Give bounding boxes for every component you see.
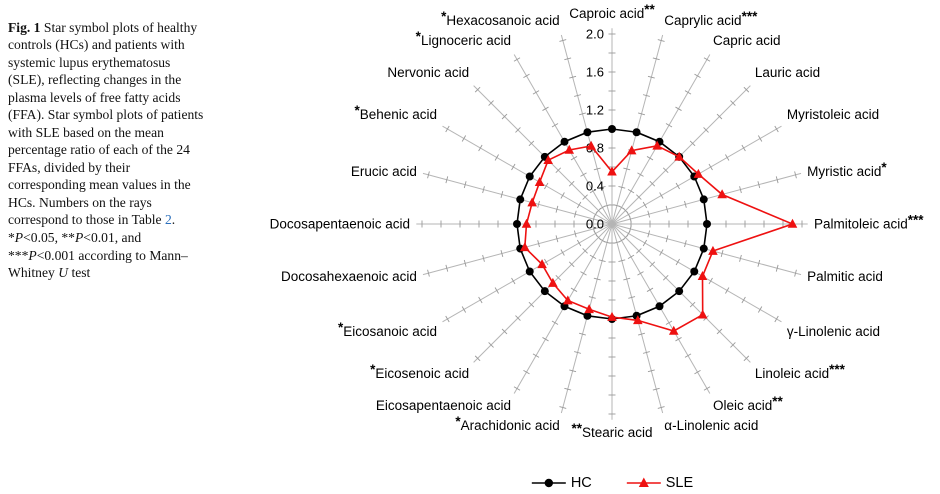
hc-point-marker: [632, 128, 641, 137]
hc-point-marker: [516, 195, 525, 204]
radial-tick-label: 2.0: [586, 27, 604, 42]
axis-label-eicosanoic-acid: *Eicosanoic acid: [338, 320, 437, 339]
axis-label-erucic-acid: Erucic acid: [351, 164, 417, 179]
radial-tick-label: 1.2: [586, 103, 604, 118]
sle-point-marker: [787, 218, 798, 228]
axis-label-nervonic-acid: Nervonic acid: [387, 65, 469, 80]
legend-item-hc: HC: [531, 475, 592, 491]
hc-point-marker: [655, 302, 664, 311]
legend-item-sle: SLE: [626, 475, 693, 491]
sle-point-marker: [697, 309, 708, 319]
sle-line-triangle-marker-icon: [626, 477, 661, 487]
axis-label-hexacosanoic-acid: *Hexacosanoic acid: [441, 9, 560, 28]
hc-point-marker: [703, 220, 711, 228]
axis-label-arachidonic-acid: *Arachidonic acid: [455, 414, 559, 433]
axis-label--linolenic-acid: α-Linolenic acid: [664, 418, 758, 433]
sle-point-marker: [607, 166, 617, 176]
axis-label-myristic-acid: Myristic acid*: [807, 160, 887, 179]
sle-point-marker: [537, 259, 547, 269]
hc-point-marker: [513, 220, 521, 228]
sle-point-marker: [520, 242, 530, 252]
hc-point-marker: [699, 195, 708, 204]
axis-label-caprylic-acid: Caprylic acid***: [664, 9, 758, 28]
axis-labels: Caproic acid** Caprylic acid*** Capric aci…: [270, 2, 925, 440]
sle-point-marker: [697, 271, 708, 281]
radial-tick-labels: 0.00.40.81.21.62.0: [586, 27, 604, 232]
axis-label-caproic-acid: Caproic acid**: [569, 2, 655, 21]
sle-point-marker: [717, 189, 727, 199]
axis-label-linoleic-acid: Linoleic acid***: [755, 362, 846, 381]
radial-tick-label: 0.4: [586, 179, 604, 194]
radial-tick-label: 1.6: [586, 65, 604, 80]
caption-run: <0.01, and ***: [8, 229, 142, 263]
axis-label-oleic-acid: Oleic acid**: [713, 394, 784, 413]
axis-label-docosahexaenoic-acid: Docosahexaenoic acid: [281, 269, 417, 284]
hc-point-marker: [525, 172, 534, 181]
sle-point-marker: [708, 245, 718, 255]
sle-point-marker: [668, 325, 679, 335]
legend-sle-label: SLE: [665, 475, 694, 491]
sle-point-marker: [626, 145, 637, 155]
axis-label--linolenic-acid: γ-Linolenic acid: [787, 324, 880, 339]
sle-point-marker: [674, 151, 684, 161]
axis-label-palmitic-acid: Palmitic acid: [807, 269, 883, 284]
sle-point-marker: [633, 315, 643, 325]
axis-label-capric-acid: Capric acid: [713, 33, 781, 48]
hc-point-marker: [699, 244, 708, 253]
figure-caption: Fig. 1 Star symbol plots of healthy cont…: [8, 19, 208, 282]
axis-label-docosapentaenoic-acid: Docosapentaenoic acid: [270, 217, 410, 232]
hc-point-marker: [608, 125, 616, 133]
axis-label-eicosenoic-acid: *Eicosenoic acid: [370, 362, 469, 381]
sle-point-marker: [563, 295, 573, 305]
sle-point-marker: [521, 218, 532, 228]
chart-legend: HC SLE: [531, 475, 693, 491]
sle-point-marker: [584, 304, 594, 314]
sle-point-marker: [607, 311, 617, 321]
radar-rays: [416, 28, 808, 420]
series-sle: [520, 140, 798, 335]
caption-run: P: [28, 247, 37, 263]
axis-label-stearic-acid: **Stearic acid: [571, 421, 652, 440]
hc-point-marker: [583, 311, 592, 320]
axis-label-lignoceric-acid: *Lignoceric acid: [416, 29, 511, 48]
hc-point-marker: [583, 128, 592, 137]
hc-point-marker: [560, 137, 569, 146]
table-2-link[interactable]: 2: [164, 212, 172, 228]
sle-point-marker: [527, 197, 537, 207]
caption-run: Star symbol plots of healthy controls (H…: [8, 19, 204, 228]
caption-run: Fig. 1: [8, 19, 41, 35]
legend-hc-label: HC: [570, 475, 592, 491]
caption-run: P: [74, 229, 84, 245]
sle-point-marker: [652, 140, 662, 150]
caption-run: <0.05, **: [23, 229, 75, 245]
sle-point-marker: [564, 144, 575, 154]
hc-point-marker: [525, 267, 534, 276]
sle-point-marker: [586, 140, 596, 150]
axis-label-palmitoleic-acid: Palmitoleic acid***: [814, 213, 924, 232]
caption-run: test: [68, 265, 91, 281]
sle-point-marker: [548, 277, 558, 287]
hc-line-circle-marker-icon: [531, 478, 566, 488]
caption-run: U: [58, 265, 69, 281]
axis-label-lauric-acid: Lauric acid: [755, 65, 820, 80]
caption-run: <0.001 according to Mann–Whitney: [8, 247, 188, 281]
hc-point-marker: [690, 267, 699, 276]
hc-point-marker: [675, 287, 684, 296]
caption-run: P: [14, 229, 24, 245]
radial-tick-label: 0.0: [586, 217, 604, 232]
sle-point-marker: [534, 177, 545, 186]
axis-label-myristoleic-acid: Myristoleic acid: [787, 107, 879, 122]
hc-point-marker: [540, 287, 549, 296]
sle-point-marker: [543, 154, 553, 164]
caption-run: . *: [8, 212, 176, 245]
axis-label-behenic-acid: *Behenic acid: [354, 103, 437, 122]
sle-point-marker: [693, 168, 704, 178]
axis-label-eicosapentaenoic-acid: Eicosapentaenoic acid: [376, 398, 511, 413]
